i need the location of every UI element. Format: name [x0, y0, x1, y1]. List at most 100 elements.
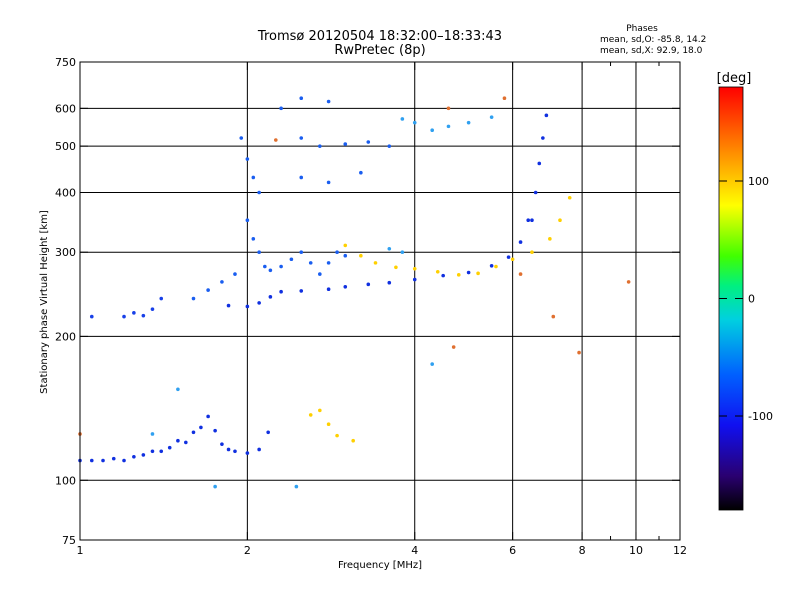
- data-point: [476, 271, 480, 276]
- data-point: [518, 272, 523, 276]
- data-point: [141, 313, 146, 318]
- chart-subtitle: RwPretec (8p): [334, 43, 425, 58]
- x-tick-label: 2: [244, 544, 251, 557]
- data-point: [318, 272, 322, 276]
- x-tick-label: 4: [411, 544, 418, 557]
- data-point: [466, 120, 471, 125]
- data-point: [251, 175, 256, 180]
- data-point: [506, 255, 511, 259]
- y-tick-label: 500: [55, 140, 76, 153]
- data-point: [430, 128, 434, 132]
- colorbar-tick-label: 100: [748, 175, 769, 188]
- stats-heading: Phases: [626, 24, 658, 34]
- data-point: [299, 136, 304, 140]
- data-point: [257, 250, 261, 255]
- data-point: [199, 425, 203, 430]
- data-point: [245, 304, 250, 309]
- data-point: [132, 311, 136, 315]
- data-point: [159, 449, 164, 454]
- data-point: [343, 142, 348, 146]
- data-point: [577, 350, 581, 355]
- data-point: [176, 387, 180, 392]
- data-point: [101, 458, 105, 463]
- data-point: [456, 273, 461, 277]
- data-point: [268, 268, 273, 273]
- data-point: [226, 303, 231, 308]
- data-point: [373, 261, 378, 265]
- data-point: [518, 240, 523, 244]
- data-point: [132, 454, 136, 459]
- data-point: [89, 314, 94, 319]
- data-point: [191, 430, 196, 435]
- data-point: [335, 250, 339, 255]
- data-point: [257, 447, 261, 452]
- data-point: [167, 445, 172, 450]
- x-tick-label: 8: [579, 544, 586, 557]
- data-point: [510, 257, 515, 262]
- data-point: [308, 413, 313, 417]
- data-point: [326, 261, 331, 265]
- y-axis-label: Stationary phase Virtual Height [km]: [39, 210, 50, 394]
- data-point: [387, 144, 392, 148]
- data-point: [335, 433, 339, 438]
- data-point: [251, 237, 256, 241]
- data-point: [441, 273, 445, 278]
- y-tick-label: 75: [62, 534, 76, 547]
- data-point: [206, 414, 210, 419]
- data-point: [366, 282, 371, 287]
- data-point: [206, 288, 210, 292]
- y-tick-label: 400: [55, 186, 76, 199]
- data-point: [245, 157, 250, 161]
- data-point: [279, 106, 283, 111]
- data-point: [412, 120, 417, 125]
- data-point: [326, 287, 331, 292]
- data-point: [359, 170, 363, 175]
- data-point: [289, 257, 294, 262]
- data-point: [318, 408, 322, 413]
- data-point: [489, 263, 494, 268]
- data-point: [343, 284, 348, 289]
- colorbar-tick-label: 0: [748, 293, 755, 306]
- x-tick-label: 10: [629, 544, 643, 557]
- data-point: [294, 484, 299, 489]
- data-point: [626, 280, 631, 284]
- data-point: [489, 115, 494, 119]
- data-point: [299, 175, 304, 180]
- data-point: [548, 237, 552, 241]
- data-point: [245, 451, 250, 455]
- data-point: [111, 456, 116, 461]
- data-point: [526, 218, 531, 223]
- data-point: [233, 272, 237, 276]
- data-point: [530, 218, 534, 223]
- data-point: [122, 314, 126, 319]
- stats-line-2: mean, sd,X: 92.9, 18.0: [600, 46, 703, 56]
- chart-title: Tromsø 20120504 18:32:00–18:33:43: [257, 29, 502, 44]
- data-point: [220, 280, 224, 284]
- data-point: [220, 442, 224, 446]
- stats-line-1: mean, sd,O: -85.8, 14.2: [600, 35, 706, 45]
- data-point: [387, 280, 392, 285]
- data-point: [359, 253, 363, 258]
- grid-lines: [80, 62, 680, 540]
- data-point: [412, 266, 417, 271]
- data-point: [351, 438, 355, 443]
- data-point: [326, 422, 331, 427]
- data-point: [213, 484, 217, 489]
- data-point: [308, 261, 313, 265]
- data-point: [366, 140, 371, 144]
- data-point: [494, 264, 498, 269]
- data-point: [466, 270, 471, 275]
- data-point: [318, 144, 322, 148]
- data-point: [150, 307, 155, 311]
- data-point: [400, 117, 405, 121]
- data-point: [544, 113, 549, 118]
- x-tick-label: 1: [77, 544, 84, 557]
- data-point: [558, 218, 562, 223]
- data-point: [191, 296, 196, 301]
- data-points: [78, 96, 631, 489]
- data-point: [326, 180, 331, 185]
- y-tick-label: 300: [55, 246, 76, 259]
- data-point: [537, 161, 542, 166]
